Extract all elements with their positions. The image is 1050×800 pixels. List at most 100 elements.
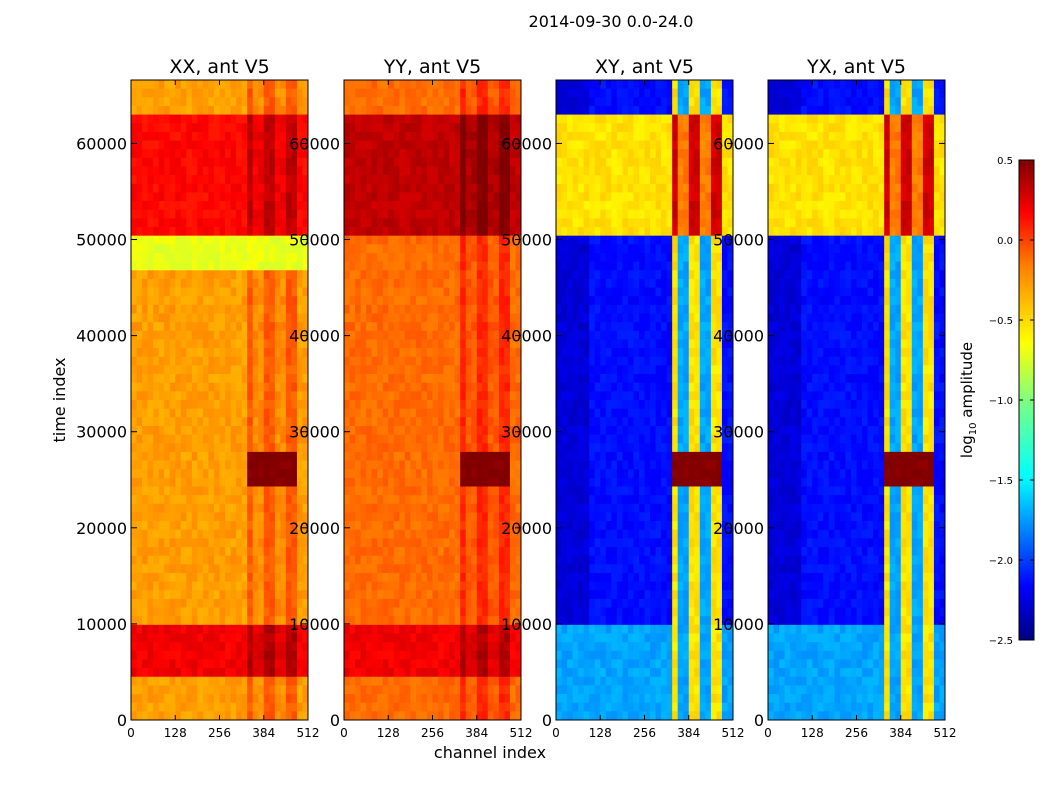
heatmap-cell: [432, 201, 439, 211]
heatmap-cell: [208, 105, 215, 115]
heatmap-cell: [164, 157, 171, 167]
heatmap-cell: [393, 175, 400, 185]
heatmap-cell: [399, 598, 406, 608]
heatmap-cell: [202, 166, 209, 176]
heatmap-cell: [410, 287, 417, 297]
heatmap-cell: [371, 80, 378, 90]
heatmap-cell: [438, 694, 444, 704]
heatmap-cell: [443, 365, 450, 375]
heatmap-cell: [302, 339, 309, 349]
heatmap-cell: [263, 529, 270, 539]
heatmap-cell: [269, 322, 276, 332]
heatmap-cell: [258, 80, 265, 90]
heatmap-cell: [504, 650, 511, 660]
heatmap-cell: [131, 529, 137, 539]
heatmap-cell: [421, 296, 428, 306]
heatmap-cell: [147, 313, 154, 323]
heatmap-cell: [296, 633, 303, 643]
x-tick-label: 256: [421, 726, 444, 740]
heatmap-cell: [274, 702, 281, 712]
heatmap-cell: [393, 711, 400, 721]
heatmap-cell: [344, 581, 350, 591]
heatmap-cell: [415, 97, 422, 107]
heatmap-cell: [131, 624, 137, 634]
heatmap-cell: [147, 235, 154, 245]
heatmap-cell: [349, 486, 356, 496]
heatmap-cell: [252, 676, 259, 686]
heatmap-cell: [131, 287, 137, 297]
heatmap-cell: [382, 547, 389, 557]
heatmap-cell: [191, 356, 198, 366]
heatmap-cell: [269, 521, 276, 531]
heatmap-cell: [219, 469, 226, 479]
heatmap-cell: [493, 114, 500, 124]
heatmap-cell: [482, 140, 489, 150]
heatmap-cell: [291, 417, 298, 427]
heatmap-cell: [426, 668, 433, 678]
heatmap-cell: [252, 166, 259, 176]
heatmap-cell: [263, 166, 270, 176]
heatmap-cell: [399, 183, 406, 193]
heatmap-cell: [432, 642, 439, 652]
heatmap-cell: [202, 287, 209, 297]
heatmap-cell: [432, 659, 439, 669]
heatmap-cell: [627, 88, 634, 98]
heatmap-cell: [699, 114, 706, 124]
heatmap-cell: [438, 227, 444, 237]
heatmap-cell: [302, 382, 309, 392]
heatmap-cell: [504, 296, 511, 306]
heatmap-cell: [296, 149, 303, 159]
heatmap-cell: [443, 495, 450, 505]
heatmap-cell: [476, 590, 483, 600]
heatmap-cell: [291, 460, 298, 470]
heatmap-cell: [471, 408, 478, 418]
heatmap-cell: [426, 486, 433, 496]
heatmap-cell: [142, 503, 148, 513]
heatmap-cell: [366, 201, 373, 211]
heatmap-cell: [482, 304, 489, 314]
heatmap-cell: [241, 676, 248, 686]
heatmap-cell: [225, 633, 231, 643]
heatmap-cell: [241, 572, 248, 583]
heatmap-cell: [142, 650, 148, 660]
heatmap-cell: [302, 642, 309, 652]
heatmap-cell: [399, 451, 406, 461]
heatmap-cell: [236, 581, 243, 591]
heatmap-cell: [164, 581, 171, 591]
heatmap-cell: [280, 503, 287, 513]
heatmap-cell: [175, 218, 182, 228]
heatmap-cell: [269, 676, 276, 686]
heatmap-cell: [421, 175, 428, 185]
heatmap-cell: [191, 88, 198, 98]
heatmap-cell: [388, 209, 395, 219]
heatmap-cell: [285, 192, 292, 202]
heatmap-cell: [498, 668, 505, 678]
heatmap-cell: [438, 330, 444, 340]
heatmap-cell: [415, 607, 422, 617]
heatmap-cell: [202, 495, 209, 505]
heatmap-cell: [225, 330, 231, 340]
heatmap-cell: [208, 131, 215, 141]
heatmap-cell: [377, 495, 384, 505]
heatmap-cell: [605, 114, 612, 124]
heatmap-cell: [136, 365, 143, 375]
heatmap-cell: [471, 296, 478, 306]
heatmap-cell: [153, 495, 160, 505]
heatmap-cell: [388, 590, 395, 600]
heatmap-cell: [274, 529, 281, 539]
heatmap-cell: [471, 529, 478, 539]
heatmap-cell: [432, 711, 439, 721]
heatmap-cell: [136, 598, 143, 608]
heatmap-cell: [410, 694, 417, 704]
heatmap-cell: [449, 348, 456, 358]
heatmap-cell: [197, 114, 204, 124]
heatmap-cell: [487, 140, 494, 150]
heatmap-cell: [438, 616, 444, 626]
heatmap-cell: [208, 624, 215, 634]
heatmap-cell: [208, 650, 215, 660]
heatmap-cell: [410, 659, 417, 669]
heatmap-cell: [399, 503, 406, 513]
heatmap-cell: [449, 175, 456, 185]
heatmap-cell: [191, 469, 198, 479]
heatmap-cell: [360, 650, 367, 660]
